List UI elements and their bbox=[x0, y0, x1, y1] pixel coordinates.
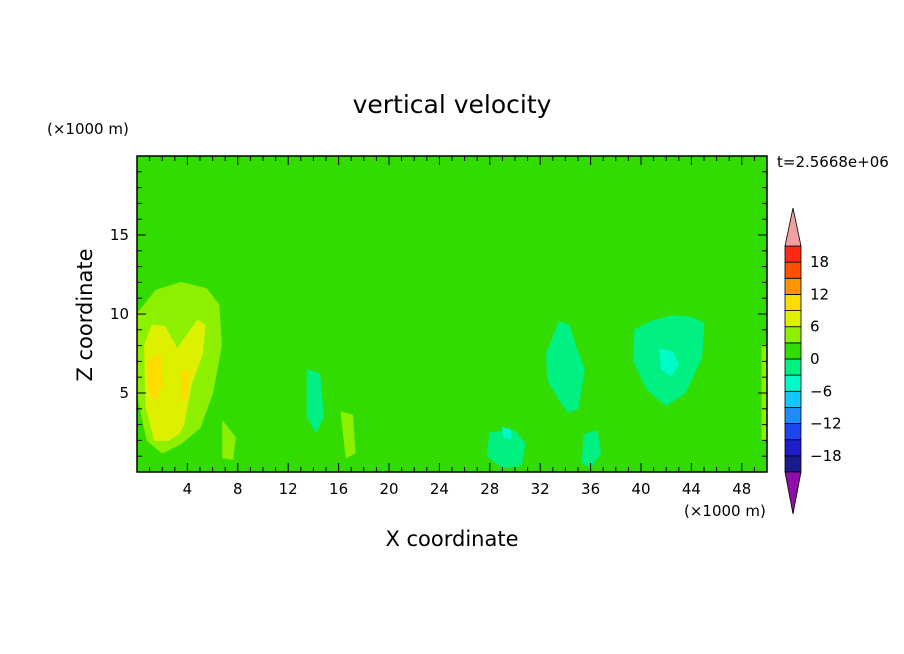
contour-region-20 bbox=[706, 368, 743, 426]
x-unit-note: (×1000 m) bbox=[684, 502, 766, 520]
contour-region-14 bbox=[334, 389, 380, 470]
colorbar-extend-top bbox=[784, 207, 802, 247]
contour-region-15 bbox=[340, 411, 356, 459]
contour-region-1 bbox=[237, 156, 295, 212]
colorbar-swatch bbox=[784, 358, 802, 376]
colorbar-label: 18 bbox=[810, 253, 829, 271]
x-tick-label: 40 bbox=[631, 480, 650, 498]
colorbar-swatch bbox=[784, 455, 802, 473]
time-label: t=2.5668e+06 bbox=[777, 153, 889, 171]
colorbar-swatch bbox=[784, 423, 802, 441]
contour-region-24 bbox=[306, 368, 324, 433]
colorbar-swatch bbox=[784, 277, 802, 295]
colorbar-swatch bbox=[784, 439, 802, 457]
x-tick-label: 28 bbox=[480, 480, 499, 498]
x-axis-label: X coordinate bbox=[385, 527, 518, 551]
colorbar-label: 6 bbox=[810, 318, 820, 336]
contour-region-7 bbox=[461, 199, 556, 315]
x-tick-label: 12 bbox=[279, 480, 298, 498]
colorbar-label: 12 bbox=[810, 285, 829, 303]
chart-title: vertical velocity bbox=[353, 90, 552, 119]
x-tick-label: 16 bbox=[329, 480, 348, 498]
contour-region-8 bbox=[583, 225, 608, 247]
colorbar-swatch bbox=[784, 294, 802, 311]
contour-region-13 bbox=[222, 420, 236, 460]
colorbar-extend-bottom bbox=[784, 471, 802, 515]
y-axis-label: Z coordinate bbox=[73, 248, 97, 381]
x-tick-label: 4 bbox=[183, 480, 193, 498]
contour-region-27 bbox=[501, 427, 512, 440]
x-tick-label: 36 bbox=[581, 480, 600, 498]
y-tick-label: 10 bbox=[110, 305, 129, 323]
colorbar-label: −12 bbox=[810, 415, 842, 433]
colorbar-swatch bbox=[784, 374, 802, 392]
x-tick-label: 48 bbox=[732, 480, 751, 498]
colorbar-swatch bbox=[784, 342, 802, 360]
contour-region-25 bbox=[486, 430, 526, 468]
colorbar-swatch bbox=[784, 407, 802, 424]
x-tick-label: 24 bbox=[430, 480, 449, 498]
colorbar-label: −18 bbox=[810, 447, 842, 465]
y-tick-label: 15 bbox=[110, 226, 129, 244]
contour-region-9 bbox=[582, 278, 617, 375]
colorbar-swatch bbox=[784, 326, 802, 344]
contour-region-26 bbox=[581, 430, 602, 468]
y-unit-note: (×1000 m) bbox=[47, 120, 129, 138]
contour-region-6 bbox=[306, 199, 455, 255]
contour-region-16 bbox=[388, 335, 409, 356]
contour-region-17 bbox=[401, 405, 478, 470]
colorbar: 18 12 6 0 −6 −12 −18 bbox=[784, 207, 842, 515]
contour-region-23 bbox=[659, 348, 680, 377]
contour-region-5 bbox=[180, 368, 190, 402]
colorbar-label: −6 bbox=[810, 382, 832, 400]
x-tick-label: 44 bbox=[682, 480, 701, 498]
contour-region-21 bbox=[546, 321, 585, 413]
colorbar-label: 0 bbox=[810, 350, 820, 368]
colorbar-swatch bbox=[784, 245, 802, 263]
contour-region-12 bbox=[228, 383, 289, 470]
contour-region-3 bbox=[144, 319, 206, 441]
x-tick-label: 20 bbox=[379, 480, 398, 498]
colorbar-swatch bbox=[784, 261, 802, 279]
x-tick-label: 32 bbox=[531, 480, 550, 498]
colorbar-swatch bbox=[784, 310, 802, 328]
contour-region-4 bbox=[146, 353, 163, 402]
x-tick-label: 8 bbox=[233, 480, 243, 498]
colorbar-swatch bbox=[784, 390, 802, 408]
contour-region-18 bbox=[529, 405, 570, 470]
y-tick-label: 5 bbox=[119, 384, 129, 402]
